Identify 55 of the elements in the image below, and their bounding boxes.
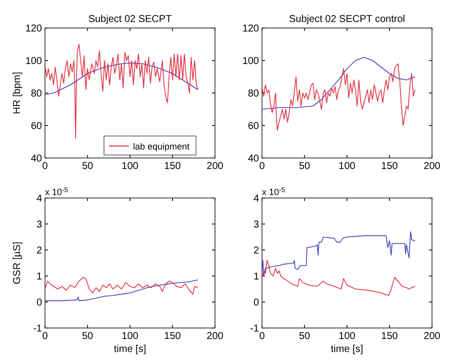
x-tick-label: 100 bbox=[338, 331, 356, 342]
y-tick-label: 2 bbox=[36, 246, 42, 256]
x-tick-label: 50 bbox=[82, 331, 94, 342]
y-tick-label: 3 bbox=[36, 220, 42, 230]
x-tick-label: 50 bbox=[298, 161, 310, 172]
x-tick-label: 200 bbox=[206, 161, 224, 172]
chart-title: Subject 02 SECPT bbox=[88, 14, 172, 25]
line-series bbox=[44, 276, 198, 295]
x-tick-label: 100 bbox=[338, 161, 356, 172]
y-tick-label: 0 bbox=[36, 298, 42, 308]
x-axis-title: time [s] bbox=[330, 344, 364, 355]
line-series bbox=[44, 280, 198, 302]
line-series bbox=[262, 63, 416, 131]
y-tick-label: -1 bbox=[33, 324, 42, 334]
line-series bbox=[262, 56, 416, 110]
y-tick-label: 60 bbox=[30, 121, 42, 132]
y-tick-label: 40 bbox=[248, 154, 260, 164]
line-series bbox=[44, 62, 198, 96]
text: x 10$^{-5}$ bbox=[45, 186, 68, 197]
x-tick-label: 200 bbox=[424, 331, 441, 342]
legend-label: lab equipment bbox=[133, 142, 190, 152]
x-tick-label: 50 bbox=[82, 161, 94, 172]
y-tick-label: 100 bbox=[25, 56, 42, 67]
line-series bbox=[262, 231, 416, 276]
x-tick-label: 150 bbox=[381, 331, 398, 342]
y-tick-label: 100 bbox=[242, 56, 260, 67]
y-tick-label: 120 bbox=[25, 24, 42, 34]
x-tick-label: 150 bbox=[381, 161, 398, 172]
y-tick-label: 40 bbox=[30, 154, 42, 164]
x-tick-label: 100 bbox=[122, 331, 139, 342]
x-tick-label: 150 bbox=[164, 161, 182, 172]
x-tick-label: 50 bbox=[298, 331, 310, 342]
y-tick-label: 1 bbox=[36, 272, 42, 282]
y-tick-label: 4 bbox=[253, 194, 260, 204]
line-series bbox=[44, 44, 198, 139]
line-series bbox=[262, 260, 416, 296]
text: x 10$^{-5}$ bbox=[262, 186, 286, 197]
x-tick-label: 200 bbox=[206, 331, 224, 342]
x-tick-label: 100 bbox=[122, 161, 139, 172]
y-tick-label: 0 bbox=[253, 298, 260, 308]
x-axis-title: time [s] bbox=[114, 344, 146, 355]
y-tick-label: 4 bbox=[36, 194, 42, 204]
x-tick-label: 150 bbox=[164, 331, 182, 342]
y-tick-label: 120 bbox=[242, 24, 260, 34]
y-axis-title: HR [bpm] bbox=[12, 72, 23, 114]
y-tick-label: 80 bbox=[248, 88, 260, 100]
y-tick-label: 1 bbox=[253, 272, 260, 282]
y-tick-label: -1 bbox=[250, 324, 260, 334]
y-tick-label: 3 bbox=[253, 220, 260, 230]
chart-title: Subject 02 SECPT control bbox=[289, 14, 405, 25]
y-axis-title: GSR [µS] bbox=[12, 242, 23, 284]
y-tick-label: 60 bbox=[248, 121, 260, 132]
x-tick-label: 200 bbox=[424, 161, 441, 172]
y-tick-label: 80 bbox=[30, 88, 42, 100]
y-tick-label: 2 bbox=[253, 246, 260, 256]
